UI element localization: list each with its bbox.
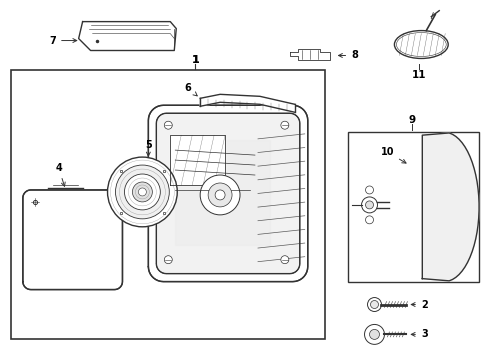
- Text: 4: 4: [55, 163, 65, 186]
- Bar: [347, 132, 478, 282]
- Polygon shape: [148, 105, 307, 282]
- Circle shape: [367, 298, 381, 311]
- Circle shape: [364, 324, 384, 345]
- Circle shape: [369, 329, 379, 339]
- Circle shape: [132, 182, 152, 202]
- Circle shape: [208, 183, 232, 207]
- Text: 6: 6: [184, 84, 197, 96]
- Text: 9: 9: [408, 115, 415, 125]
- Polygon shape: [289, 49, 329, 60]
- Polygon shape: [23, 190, 122, 289]
- Circle shape: [200, 175, 240, 215]
- Circle shape: [365, 216, 373, 224]
- Text: 2: 2: [410, 300, 427, 310]
- Ellipse shape: [394, 31, 447, 58]
- Polygon shape: [79, 22, 176, 50]
- Polygon shape: [422, 133, 478, 281]
- Circle shape: [215, 190, 224, 200]
- Circle shape: [361, 197, 377, 213]
- Polygon shape: [156, 113, 299, 274]
- Text: 10: 10: [380, 147, 405, 163]
- Text: 1: 1: [191, 55, 199, 66]
- Text: 8: 8: [338, 50, 357, 60]
- Bar: [11, 71, 324, 339]
- Circle shape: [164, 256, 172, 264]
- Circle shape: [365, 201, 373, 209]
- Circle shape: [365, 186, 373, 194]
- Text: 7: 7: [49, 36, 77, 46]
- Polygon shape: [175, 140, 269, 245]
- Circle shape: [280, 121, 288, 129]
- Circle shape: [107, 157, 177, 227]
- Circle shape: [115, 165, 169, 219]
- Polygon shape: [200, 94, 294, 112]
- Text: 1: 1: [191, 55, 199, 66]
- Polygon shape: [170, 135, 224, 185]
- Circle shape: [124, 174, 160, 210]
- Circle shape: [138, 188, 146, 196]
- Text: 3: 3: [410, 329, 427, 339]
- Text: 11: 11: [411, 71, 426, 80]
- Circle shape: [280, 256, 288, 264]
- Text: 5: 5: [145, 140, 151, 156]
- Circle shape: [370, 301, 378, 309]
- Circle shape: [164, 121, 172, 129]
